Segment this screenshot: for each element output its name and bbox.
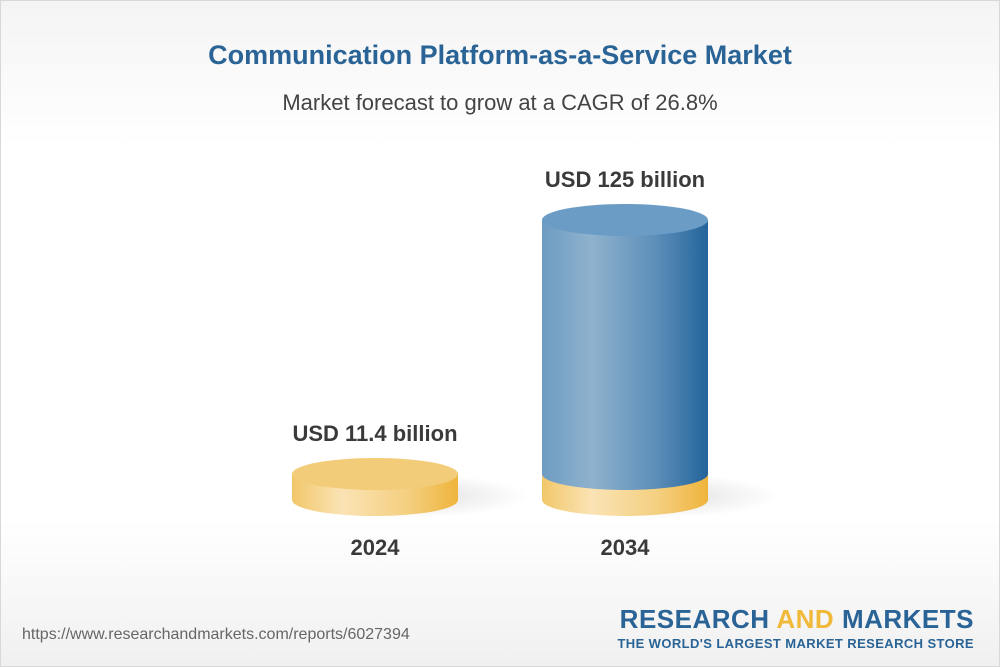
source-url[interactable]: https://www.researchandmarkets.com/repor…	[22, 626, 410, 643]
data-label-2024: USD 11.4 billion	[292, 421, 457, 446]
bar-top-2034	[542, 204, 708, 236]
chart-title: Communication Platform-as-a-Service Mark…	[208, 40, 792, 70]
chart-subtitle: Market forecast to grow at a CAGR of 26.…	[282, 90, 718, 115]
x-tick-2034: 2034	[601, 535, 651, 560]
data-label-2034: USD 125 billion	[545, 167, 705, 192]
logo: RESEARCH AND MARKETS THE WORLD'S LARGEST…	[617, 604, 974, 651]
bar-2034	[542, 220, 708, 490]
bar-top-2024	[292, 458, 458, 490]
x-tick-2024: 2024	[351, 535, 401, 560]
